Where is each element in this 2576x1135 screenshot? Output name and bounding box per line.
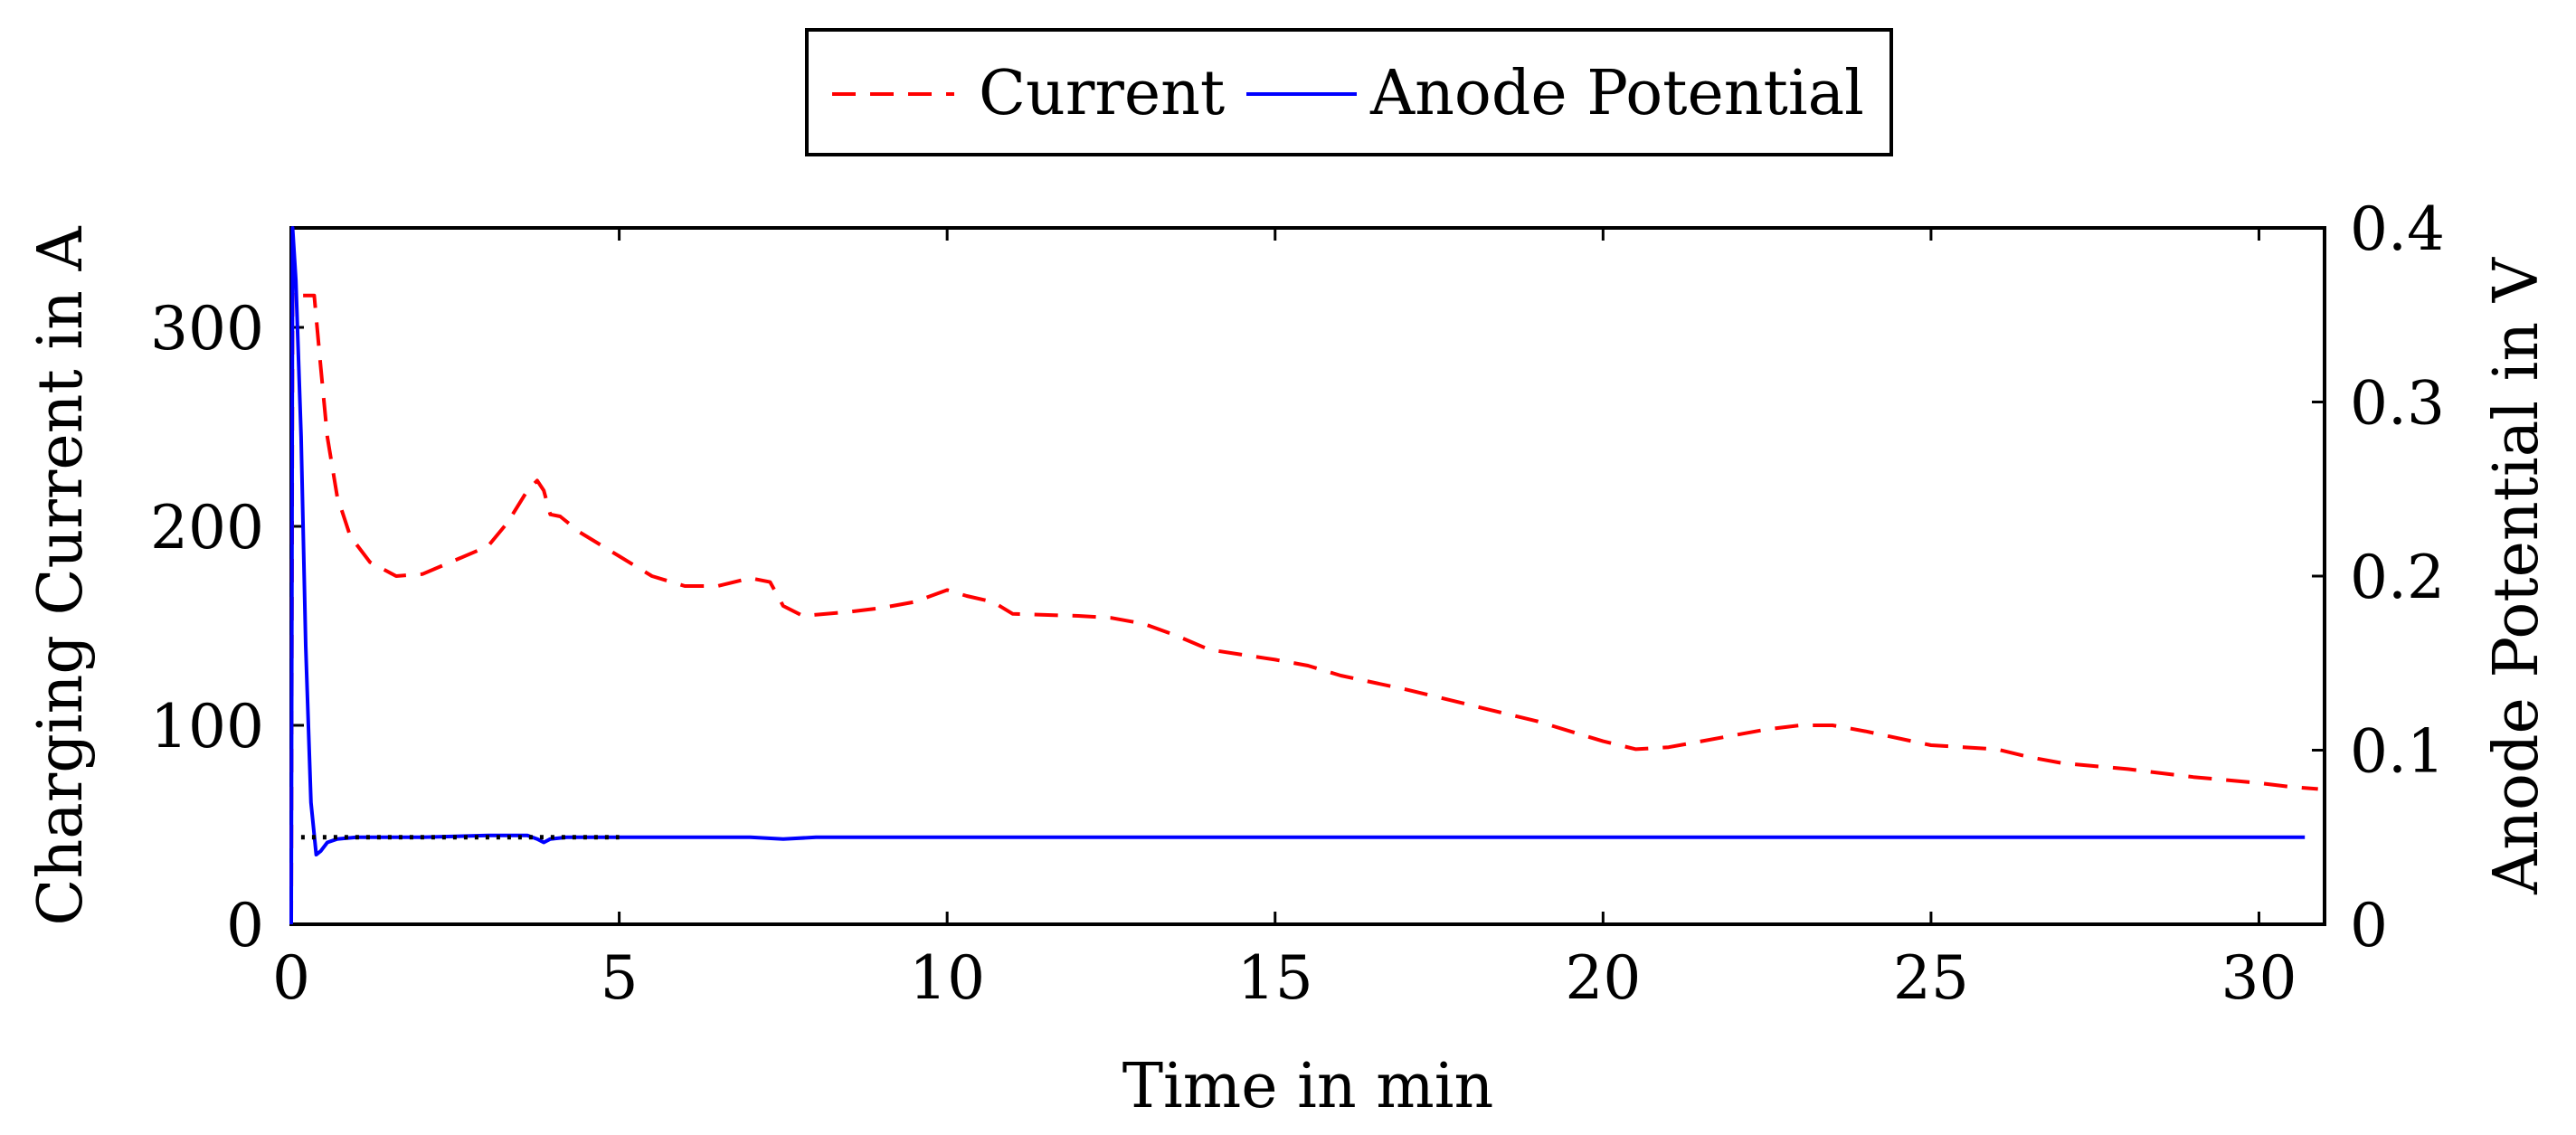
- y-left-tick-label: 100: [150, 692, 264, 761]
- x-tick-label: 25: [1893, 943, 1969, 1013]
- plot-area: [289, 226, 2326, 926]
- legend: Current Anode Potential: [805, 28, 1893, 156]
- x-tick-label: 20: [1565, 943, 1641, 1013]
- y-axis-right: 0 0.1 0.2 0.3 0.4: [2312, 194, 2445, 960]
- y-axis-left-title: Charging Current in A: [25, 226, 97, 926]
- legend-label-current: Current: [979, 58, 1225, 129]
- series-current: [289, 289, 2318, 925]
- x-tick-label: 5: [601, 943, 639, 1013]
- x-tick-label: 10: [909, 943, 985, 1013]
- x-tick-label: 0: [272, 943, 310, 1013]
- y-right-tick-label: 0.1: [2350, 717, 2445, 787]
- x-tick-label: 15: [1237, 943, 1313, 1013]
- x-axis-title: Time in min: [1122, 1051, 1494, 1122]
- y-left-tick-label: 0: [226, 891, 264, 960]
- x-tick-label: 30: [2221, 943, 2297, 1013]
- y-right-tick-label: 0.3: [2350, 369, 2445, 439]
- y-right-tick-label: 0: [2350, 891, 2388, 960]
- y-axis-left: 0 100 200 300: [150, 294, 304, 960]
- series-layer: [289, 226, 2318, 925]
- y-right-tick-label: 0.2: [2350, 543, 2445, 612]
- legend-label-anode-potential: Anode Potential: [1369, 58, 1864, 129]
- y-left-tick-label: 300: [150, 294, 264, 364]
- x-axis: 0 5 10 15 20 25 30: [272, 228, 2297, 1013]
- y-left-tick-label: 200: [150, 493, 264, 563]
- y-axis-right-title: Anode Potential in V: [2481, 256, 2552, 895]
- y-right-tick-label: 0.4: [2350, 194, 2445, 264]
